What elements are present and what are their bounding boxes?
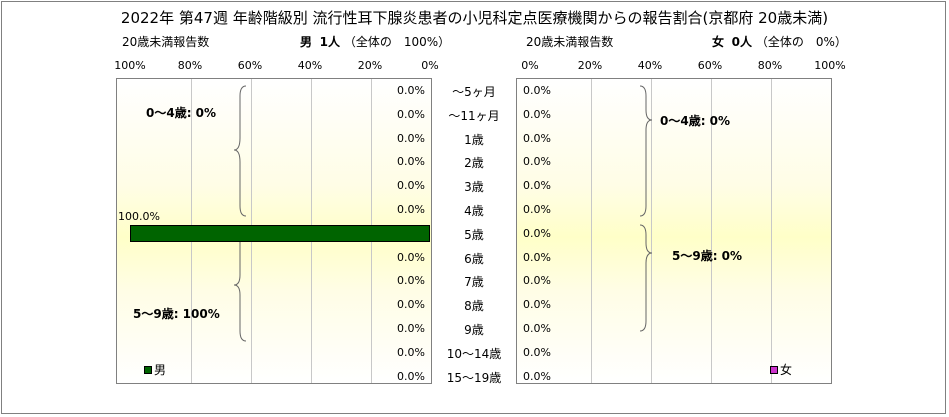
right-gridline — [711, 79, 712, 383]
left-count-label: 20歳未満報告数 — [122, 35, 210, 49]
right-x-tick-label: 40% — [637, 59, 663, 72]
left-value-label: 0.0% — [397, 203, 425, 216]
category-label: ～5ヶ月 — [452, 85, 496, 99]
left-x-tick-label: 0% — [421, 59, 439, 72]
right-legend-label: 女 — [780, 363, 793, 377]
left-value-label: 0.0% — [397, 155, 425, 169]
left-value-label: 0.0% — [397, 274, 425, 288]
category-label: 15～19歳 — [446, 370, 502, 385]
category-label: 6歳 — [464, 251, 484, 266]
category-label: 10～14歳 — [446, 346, 502, 361]
right-count-value: 0人 — [731, 35, 753, 49]
right-group-label-5-9: 5～9歳: 0% — [672, 249, 743, 263]
left-x-tick-label: 80% — [177, 59, 203, 72]
right-x-tick-label: 60% — [697, 59, 723, 72]
left-group-bracket-0-4 — [233, 85, 247, 217]
left-value-label: 0.0% — [397, 107, 425, 121]
right-plot-area — [516, 78, 832, 384]
right-value-label: 0.0% — [523, 203, 551, 216]
left-count-value: 1人 — [319, 35, 341, 49]
left-bar — [130, 224, 430, 242]
right-gridline — [771, 79, 772, 383]
category-label: 8歳 — [464, 299, 484, 314]
right-group-bracket-0-4 — [639, 85, 653, 217]
left-count-summary: 男 1人 （全体の 100%） — [300, 33, 450, 50]
right-value-label: 0.0% — [523, 226, 551, 240]
right-share-text: （全体の 0%） — [755, 35, 847, 49]
category-label: 7歳 — [464, 275, 484, 290]
right-value-label: 0.0% — [523, 250, 551, 264]
left-group-label-5-9: 5～9歳: 100% — [133, 307, 220, 321]
right-x-tick-label: 100% — [814, 59, 846, 72]
category-label: 5歳 — [464, 227, 484, 242]
left-value-label: 0.0% — [397, 179, 425, 193]
category-label: 9歳 — [464, 323, 484, 337]
left-sex-label: 男 — [300, 35, 313, 49]
left-value-label: 0.0% — [397, 84, 425, 97]
left-value-label: 0.0% — [397, 369, 425, 383]
right-value-label: 0.0% — [523, 179, 551, 193]
right-value-label: 0.0% — [523, 298, 551, 312]
left-group-label-0-4: 0～4歳: 0% — [146, 106, 217, 120]
right-group-bracket-5-9 — [639, 224, 653, 332]
chart-title: 2022年 第47週 年齢階級別 流行性耳下腺炎患者の小児科定点医療機関からの報… — [120, 9, 829, 27]
left-bar-label: 100.0% — [118, 209, 160, 223]
right-gridline — [651, 79, 652, 383]
right-x-tick-label: 80% — [757, 59, 783, 72]
left-legend-label: 男 — [154, 363, 167, 377]
left-value-label: 0.0% — [397, 298, 425, 312]
left-x-tick-label: 60% — [237, 59, 263, 72]
category-label: ～11ヶ月 — [448, 108, 500, 123]
right-value-label: 0.0% — [523, 369, 551, 383]
category-label: 2歳 — [464, 156, 484, 171]
right-count-label: 20歳未満報告数 — [526, 35, 614, 49]
left-legend: 男 — [144, 361, 166, 378]
left-value-label: 0.0% — [397, 322, 425, 335]
right-x-tick-label: 20% — [577, 59, 603, 72]
right-legend-swatch — [770, 365, 778, 374]
left-value-label: 0.0% — [397, 345, 425, 359]
right-sex-label: 女 — [712, 35, 725, 49]
right-value-label: 0.0% — [523, 131, 551, 145]
left-share-text: （全体の 100%） — [343, 35, 451, 49]
left-value-label: 0.0% — [397, 250, 425, 264]
right-gridline — [591, 79, 592, 383]
left-legend-swatch — [144, 365, 152, 374]
category-label: 4歳 — [464, 204, 484, 218]
right-value-label: 0.0% — [523, 322, 551, 335]
left-x-tick-label: 20% — [357, 59, 383, 72]
right-value-label: 0.0% — [523, 107, 551, 121]
category-label: 3歳 — [464, 180, 484, 195]
right-value-label: 0.0% — [523, 155, 551, 169]
right-x-tick-label: 0% — [521, 59, 539, 72]
right-legend: 女 — [770, 361, 792, 378]
category-label: 1歳 — [464, 132, 484, 147]
left-group-bracket-5-9 — [233, 230, 247, 342]
right-value-label: 0.0% — [523, 274, 551, 288]
right-value-label: 0.0% — [523, 84, 551, 97]
right-count-summary: 女 0人 （全体の 0%） — [712, 33, 847, 50]
left-x-tick-label: 40% — [297, 59, 323, 72]
right-value-label: 0.0% — [523, 345, 551, 359]
left-x-tick-label: 100% — [114, 59, 146, 72]
right-group-label-0-4: 0～4歳: 0% — [660, 114, 731, 128]
left-value-label: 0.0% — [397, 131, 425, 145]
